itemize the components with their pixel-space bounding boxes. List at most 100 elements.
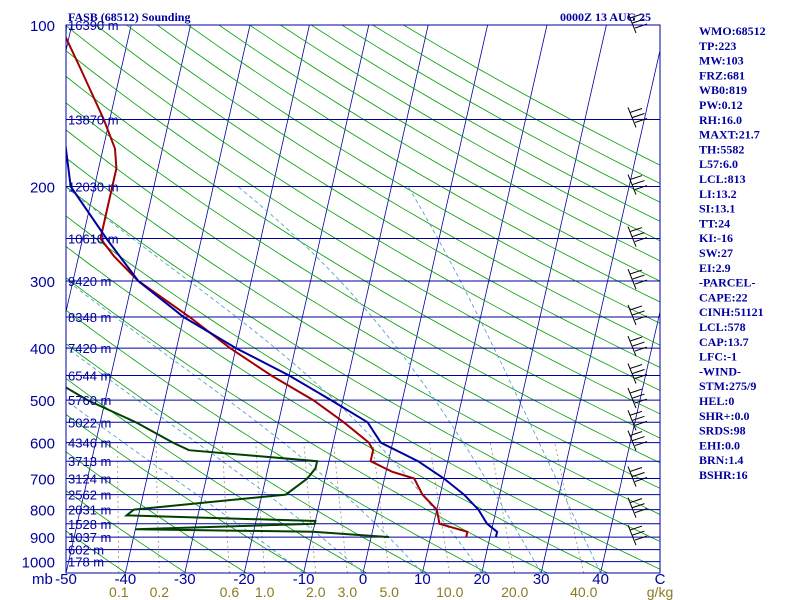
dry-adiabat-line: [66, 157, 660, 515]
moist-adiabat-line: [66, 346, 364, 573]
stat-item: LCL:578: [699, 320, 746, 334]
stat-item: CAPE:22: [699, 290, 748, 304]
height-label: 3124 m: [68, 472, 111, 487]
wind-barb-staff: [627, 304, 637, 326]
stat-item: MW:103: [699, 54, 744, 68]
dry-adiabat-line: [218, 25, 660, 282]
dry-adiabat-line: [66, 451, 247, 573]
wind-barb-feather: [632, 369, 645, 375]
wind-barb-feather: [632, 232, 645, 238]
isotherm-line: [540, 48, 660, 573]
plot-frame: [65, 24, 661, 574]
dry-adiabat-lines: [0, 25, 660, 573]
wind-barb-feather: [632, 472, 645, 477]
pressure-label: 900: [30, 530, 55, 547]
mixing-ratio-labels: 0.1 0.2 0.6 1.0 2.0 3.0 5.0 10.0 20.0 40.0 g/kg: [109, 584, 673, 600]
temperature-tick-label: -30: [174, 571, 196, 588]
wind-barb-feather: [629, 364, 643, 370]
wind-barb-staff: [627, 174, 637, 195]
pressure-label: 600: [30, 436, 55, 453]
dry-adiabat-line: [66, 414, 307, 573]
mixing-ratio-line: [429, 442, 451, 573]
pressure-label: 300: [30, 274, 55, 291]
temperature-tick-label: -10: [293, 571, 315, 588]
wind-barb-feather: [632, 393, 645, 399]
pressure-label: 100: [30, 18, 55, 35]
dry-adiabat-line: [95, 25, 660, 368]
mixing-ratio-line: [554, 442, 585, 573]
mixing-ratio-label: g/kg: [647, 584, 673, 600]
height-label: 178 m: [68, 555, 104, 570]
isotherm-line: [66, 25, 191, 573]
wind-barb-feather: [629, 388, 643, 394]
mixing-ratio-line: [489, 442, 516, 573]
mixing-ratio-line: [333, 442, 348, 573]
wind-barb-feather: [634, 346, 648, 352]
wind-barb-feather: [634, 279, 648, 285]
dry-adiabat-line: [66, 245, 608, 573]
stat-item: PW:0.12: [699, 98, 743, 112]
stat-item: KI:-16: [699, 231, 733, 245]
wind-barb-feather: [629, 13, 643, 19]
temperature-tick-label: 20: [473, 571, 490, 588]
height-label: 602 m: [68, 543, 104, 558]
stat-item: CINH:51121: [699, 305, 764, 319]
wind-barb-staff: [627, 268, 637, 290]
wind-barb-feather: [632, 310, 645, 316]
height-label: 8348 m: [68, 310, 111, 325]
height-label: 7420 m: [68, 341, 111, 356]
wind-barb-staff: [627, 335, 637, 357]
pressure-label: 200: [30, 180, 55, 197]
mixing-ratio-line: [117, 442, 120, 573]
chart-time: 0000Z 13 AUG 25: [560, 10, 651, 24]
isotherm-line: [184, 25, 310, 573]
dry-adiabat-line: [66, 102, 660, 464]
wind-barb-feather: [629, 525, 643, 531]
height-label: 16390 m: [68, 18, 119, 33]
stat-item: LCL:813: [699, 172, 746, 186]
wind-barb-feather: [634, 508, 648, 514]
height-label: 12030 m: [68, 180, 119, 195]
pressure-label: 400: [30, 341, 55, 358]
mixing-ratio-label: 20.0: [501, 584, 528, 600]
mixing-ratio-label: 2.0: [306, 584, 326, 600]
wind-barb-feather: [632, 530, 645, 536]
wind-barb-feather: [634, 441, 648, 447]
stat-item: SW:27: [699, 246, 733, 260]
stat-item: HEL:0: [699, 394, 734, 408]
moist-adiabat-line: [66, 186, 483, 573]
wind-barb-staff: [627, 107, 637, 128]
wind-barb-feather: [632, 341, 645, 347]
isotherm-line: [600, 309, 660, 573]
stat-item: L57:6.0: [699, 157, 738, 171]
wind-barb-staff: [627, 363, 637, 384]
moist-adiabat-lines: [66, 186, 602, 573]
moist-adiabat-line: [407, 186, 602, 573]
isotherm-line: [0, 25, 12, 573]
wind-barb-staff: [627, 524, 637, 546]
wind-barbs: [627, 12, 648, 546]
temperature-tick-label: C: [655, 571, 666, 588]
profile-series: [66, 25, 499, 539]
dry-adiabat-line: [157, 25, 660, 324]
moist-adiabat-line: [66, 399, 304, 573]
dry-adiabat-line: [66, 378, 367, 573]
mixing-ratio-label: 10.0: [436, 584, 463, 600]
wind-barb-staff: [627, 387, 637, 409]
temperature-tick-label: -50: [55, 571, 77, 588]
wind-barb-feather: [632, 18, 645, 24]
mixing-ratio-label: 0.1: [109, 584, 129, 600]
height-label: 10610 m: [68, 232, 119, 247]
height-label: 4346 m: [68, 436, 111, 451]
wind-barb-feather: [629, 305, 643, 311]
moist-adiabat-line: [66, 279, 423, 573]
dry-adiabat-line: [0, 25, 5, 573]
stat-item: SI:13.1: [699, 202, 735, 216]
dry-adiabat-line: [66, 75, 660, 439]
dry-adiabat-line: [249, 25, 660, 262]
stat-item: CAP:13.7: [699, 335, 749, 349]
isotherm-line: [66, 25, 132, 314]
dry-adiabat-line: [66, 277, 548, 573]
isotherm-line: [422, 25, 548, 573]
height-labels: 16390 m 13870 m 12030 m 10610 m 9420 m 8348 m…: [68, 18, 119, 570]
